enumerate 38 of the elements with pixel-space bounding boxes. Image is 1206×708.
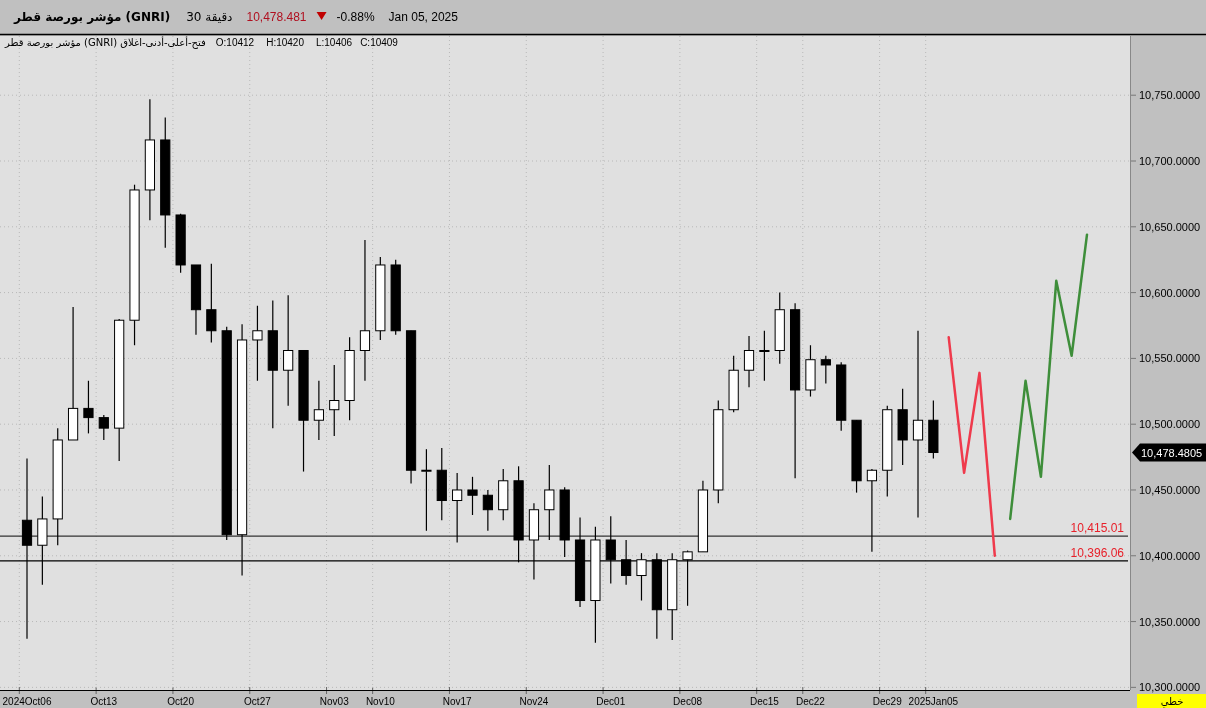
annotation: مؤشر بورصة قطر (GNRI) فتح-أعلى-أدنى-اغلاق	[4, 36, 206, 49]
x-tick-label: Dec29	[872, 696, 903, 707]
text: 30 دقيقة	[186, 10, 233, 24]
x-tick-label: Oct13	[90, 696, 118, 707]
x-tick-label: Dec08	[673, 696, 703, 707]
annotation: H:10420	[266, 37, 305, 48]
y-tick-label: 10,700.0000	[1139, 155, 1201, 168]
y-tick-label: 10,300.0000	[1139, 681, 1201, 694]
x-tick-label: Nov03	[319, 696, 350, 707]
ref-line-label: 10,415.01	[1070, 521, 1125, 536]
y-tick-label: 10,550.0000	[1139, 352, 1201, 365]
text: خطي	[1160, 696, 1184, 708]
x-tick-label: Dec22	[796, 696, 826, 707]
text: 10,478.4805	[1141, 446, 1203, 459]
ref-line-label: 10,396.06	[1070, 545, 1125, 560]
y-tick-label: 10,500.0000	[1139, 418, 1201, 431]
x-tick-label: Dec15	[749, 696, 780, 707]
y-tick-label: 10,650.0000	[1139, 220, 1201, 233]
annotation: L:10406	[315, 37, 353, 48]
annotation: C:10409	[360, 37, 399, 48]
y-tick-label: 10,400.0000	[1139, 549, 1201, 562]
y-tick-label: 10,750.0000	[1139, 89, 1201, 102]
annotation: O:10412	[215, 37, 255, 48]
y-tick-label: 10,450.0000	[1139, 483, 1201, 496]
x-tick-label: Oct27	[244, 696, 272, 707]
chart-title: مؤشر بورصة قطر (GNRI)	[13, 10, 171, 25]
x-tick-label: 2025Jan05	[908, 696, 959, 707]
text: Jan 05, 2025	[388, 10, 459, 24]
x-tick-label: 2024Oct06	[2, 696, 52, 707]
y-tick-label: 10,600.0000	[1139, 286, 1201, 299]
x-tick-label: Dec01	[596, 696, 626, 707]
text: -0.88%	[336, 10, 375, 24]
x-tick-label: Oct20	[167, 696, 195, 707]
y-tick-label: 10,350.0000	[1139, 615, 1201, 628]
x-tick-label: Nov17	[442, 696, 473, 707]
x-tick-label: Nov24	[519, 696, 549, 707]
text: 10,478.481	[246, 10, 307, 24]
x-tick-label: Nov10	[365, 696, 396, 707]
